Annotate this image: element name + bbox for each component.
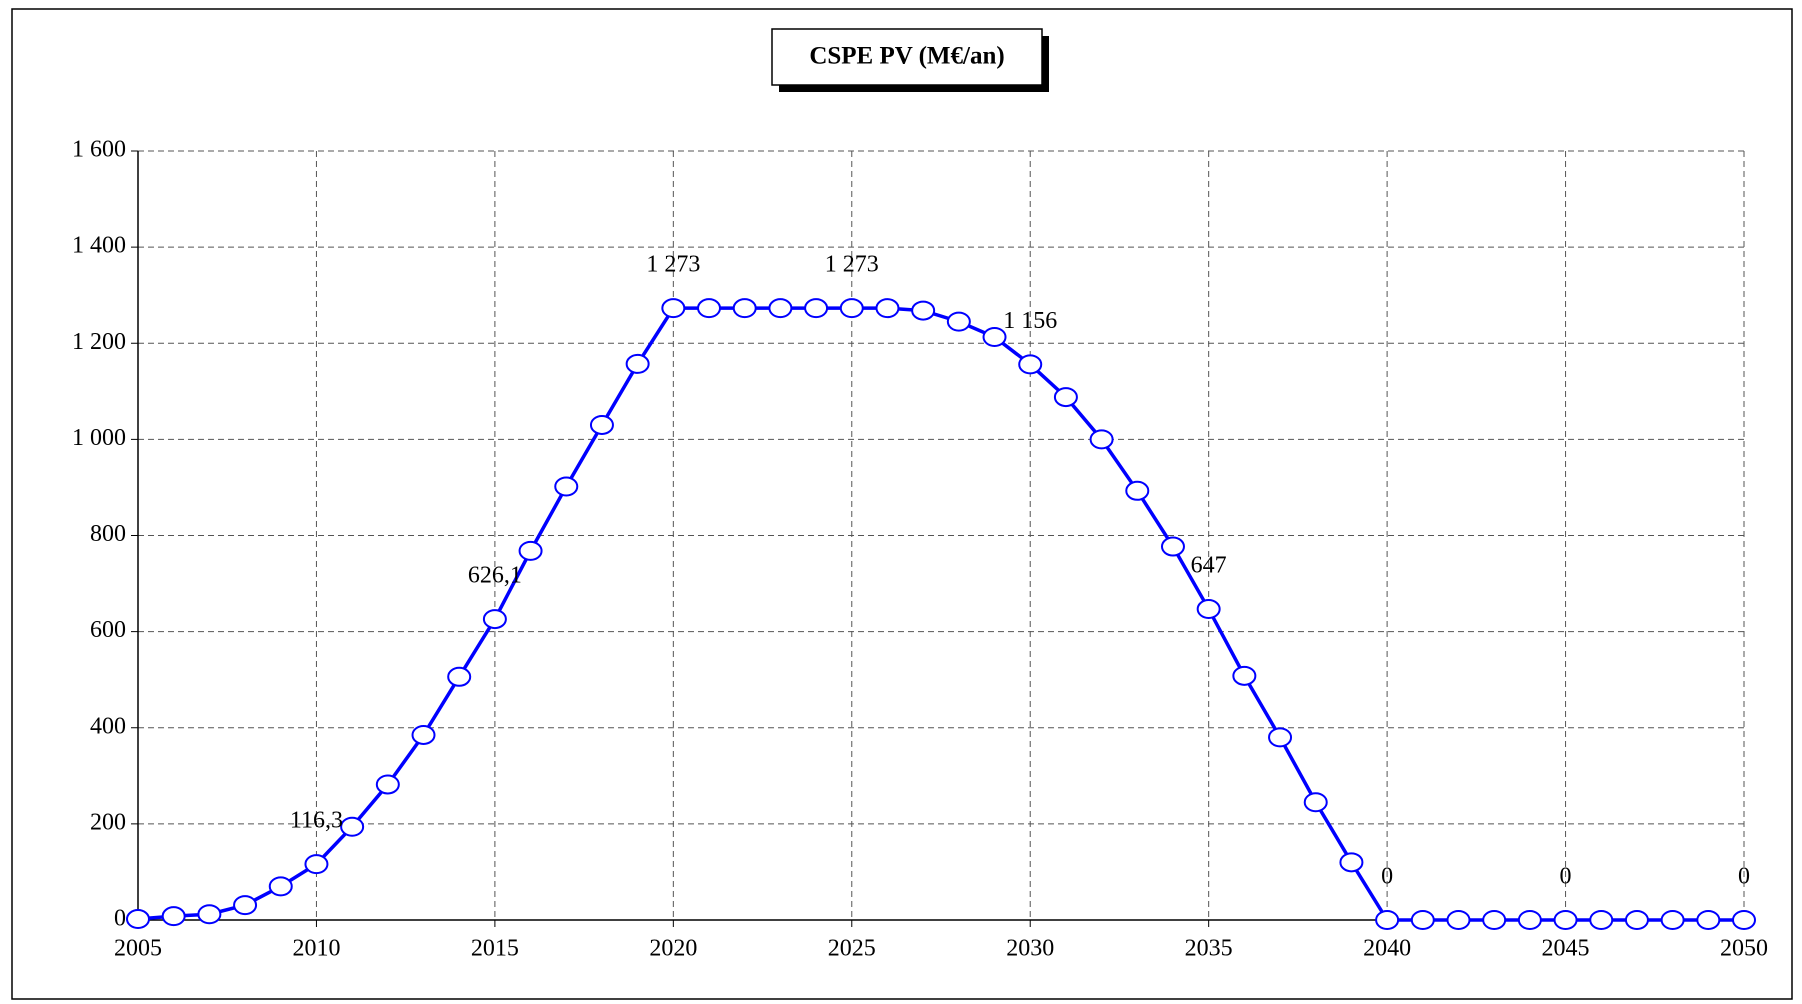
point	[340, 816, 365, 837]
data-label: 626,1	[468, 563, 522, 589]
data-label: 116,3	[290, 808, 343, 834]
y-tick-label: 1 200	[72, 329, 126, 355]
data-label: 0	[1738, 864, 1750, 890]
point	[697, 298, 722, 319]
point	[625, 353, 650, 374]
y-tick-label: 1 400	[72, 233, 126, 259]
point	[304, 854, 329, 875]
chart-title: CSPE PV (M€/an)	[809, 43, 1004, 70]
point	[554, 476, 579, 497]
point	[589, 414, 614, 435]
y-tick-label: 200	[90, 809, 126, 835]
point	[1089, 429, 1114, 450]
data-label: 0	[1560, 864, 1572, 890]
y-tick-label: 1 000	[72, 425, 126, 451]
point	[1303, 792, 1328, 813]
point	[1624, 910, 1649, 930]
x-tick-label: 2015	[471, 936, 519, 962]
x-tick-label: 2030	[1006, 936, 1054, 962]
x-tick-label: 2005	[114, 936, 162, 962]
x-tick-label: 2020	[649, 936, 697, 962]
point	[1732, 910, 1756, 930]
point	[375, 774, 400, 795]
point	[518, 540, 543, 561]
point	[268, 876, 293, 897]
point	[911, 300, 936, 321]
point	[1553, 910, 1578, 930]
y-tick-label: 600	[90, 617, 126, 643]
point	[1517, 910, 1542, 930]
data-label: 1 156	[1003, 308, 1057, 334]
point	[126, 909, 150, 930]
frame	[11, 8, 1793, 1000]
point	[1589, 910, 1614, 930]
data-label: 1 273	[646, 252, 700, 278]
point	[1196, 599, 1221, 620]
point	[1696, 910, 1721, 930]
point	[804, 298, 829, 319]
y-tick-label: 1 600	[72, 137, 126, 163]
point	[1660, 910, 1685, 930]
point	[839, 298, 864, 319]
point	[768, 298, 793, 319]
point	[1018, 354, 1043, 375]
data-label: 647	[1191, 553, 1227, 579]
point	[1160, 536, 1185, 557]
point	[1339, 852, 1364, 873]
point	[732, 298, 757, 319]
point	[875, 298, 900, 319]
x-tick-label: 2035	[1185, 936, 1233, 962]
x-tick-label: 2010	[292, 936, 340, 962]
point	[447, 666, 472, 687]
point	[1482, 910, 1507, 930]
point	[1268, 727, 1293, 748]
point	[482, 609, 507, 630]
x-tick-label: 2040	[1363, 936, 1411, 962]
point	[1053, 387, 1078, 408]
x-tick-label: 2050	[1720, 936, 1768, 962]
title-box	[771, 28, 1043, 86]
point	[197, 904, 222, 925]
point	[1125, 480, 1150, 501]
point	[1446, 910, 1471, 930]
y-tick-label: 400	[90, 713, 126, 739]
point	[982, 327, 1007, 348]
y-tick-label: 800	[90, 521, 126, 547]
series-line	[137, 306, 1744, 922]
y-tick-label: 0	[114, 906, 126, 932]
point	[946, 311, 971, 332]
point	[161, 906, 186, 927]
x-tick-label: 2025	[828, 936, 876, 962]
point	[1410, 910, 1435, 930]
data-label: 0	[1381, 864, 1393, 890]
data-label: 1 273	[825, 252, 879, 278]
point	[411, 724, 436, 745]
x-tick-label: 2045	[1542, 936, 1590, 962]
point	[1232, 665, 1257, 686]
point	[661, 298, 686, 319]
point	[1375, 910, 1400, 930]
point	[233, 895, 258, 916]
